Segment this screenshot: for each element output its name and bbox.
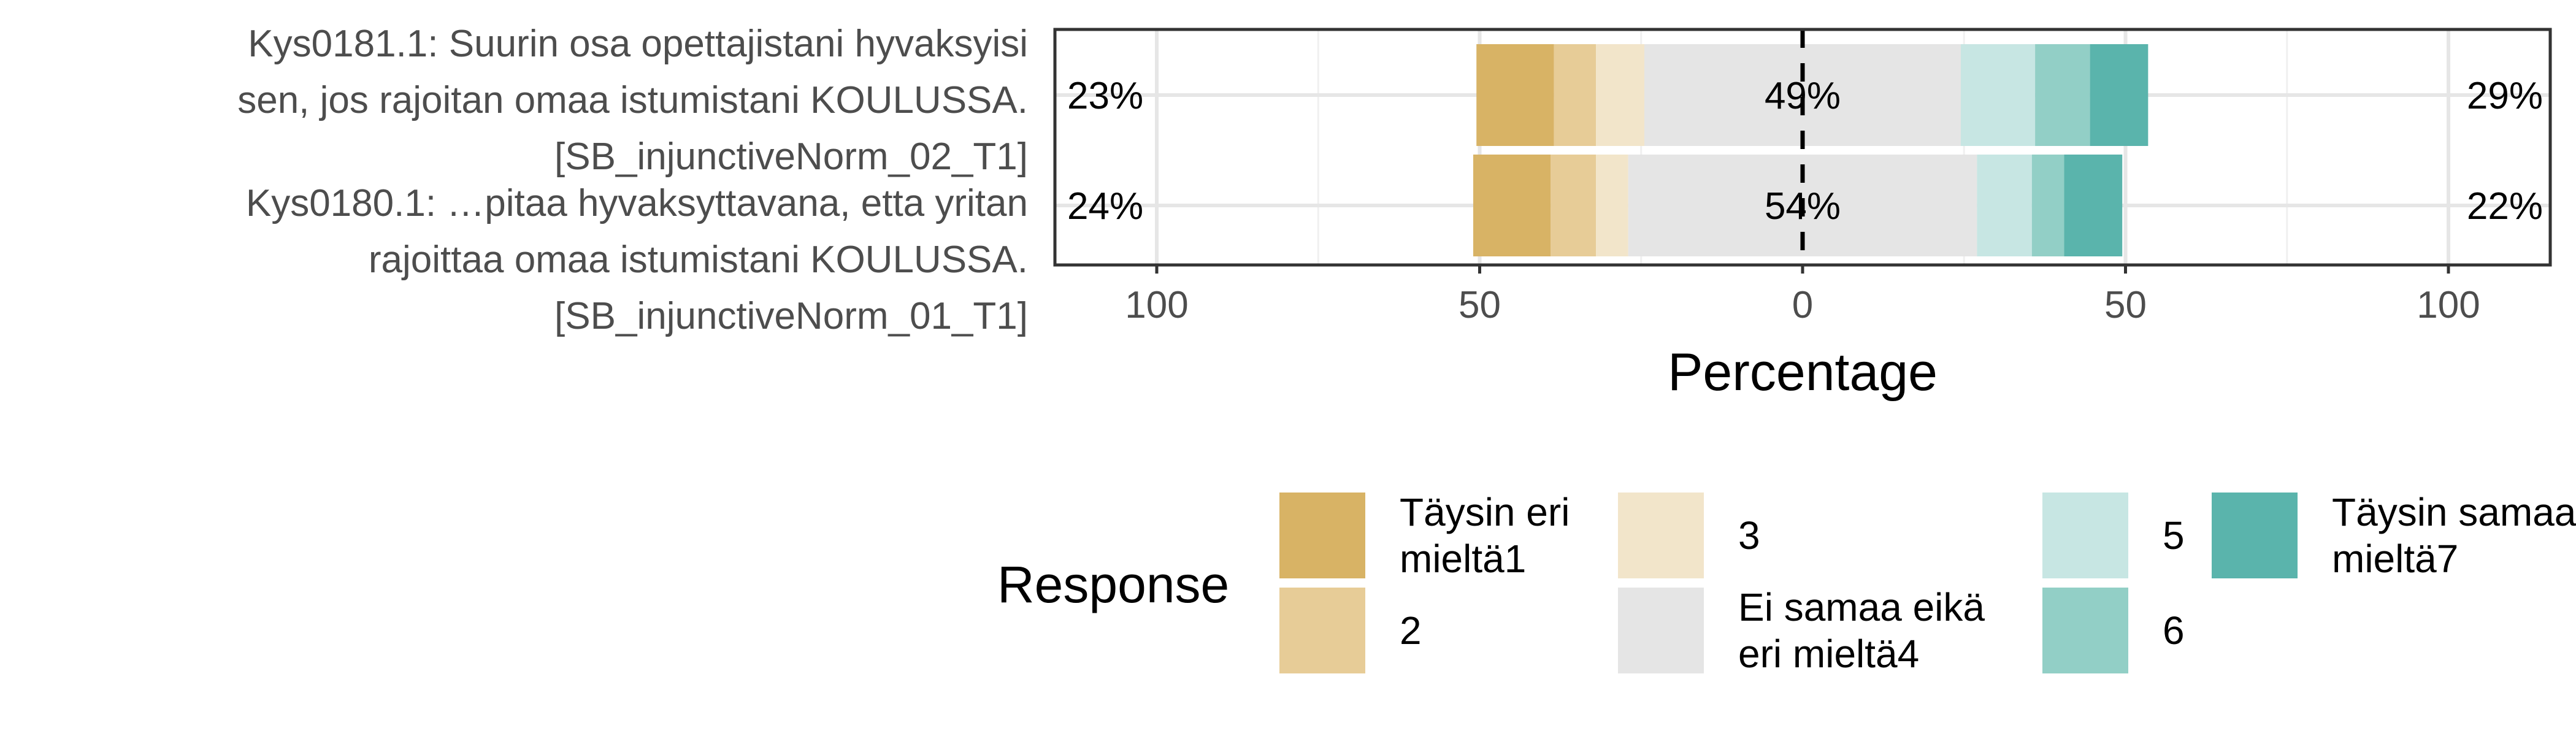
legend-label: Täysin eri mieltä1 (1400, 490, 1570, 581)
category-label: Kys0180.1: …pitaa hyvaksyttavana, etta y… (246, 182, 1028, 337)
bar-segment (2064, 155, 2123, 256)
legend-label: Täysin samaa mieltä7 (2332, 490, 2576, 581)
bar-segment (2090, 44, 2149, 146)
right-percent-label: 22% (2467, 185, 2543, 228)
legend: Response Täysin eri mieltä1 2 3 Ei samaa eikä… (997, 490, 2576, 676)
category-labels: Kys0181.1: Suurin osa opettajistani hyva… (237, 23, 1028, 337)
legend-key (1279, 588, 1365, 673)
legend-key (2042, 493, 2128, 578)
bar-segment (1551, 155, 1597, 256)
legend-key (2212, 493, 2298, 578)
bar-segment (2035, 44, 2090, 146)
x-tick-label: 50 (2104, 284, 2147, 326)
x-tick-label: 50 (1459, 284, 1501, 326)
legend-title: Response (997, 556, 1229, 613)
legend-key (1279, 493, 1365, 578)
bar-segment (1476, 44, 1554, 146)
bar-segment (2031, 155, 2064, 256)
legend-key (1618, 588, 1704, 673)
left-percent-label: 24% (1067, 185, 1143, 228)
x-tick-label: 0 (1792, 284, 1813, 326)
x-tick-label: 100 (1125, 284, 1188, 326)
bar-segment (1473, 155, 1551, 256)
bar-segment (1554, 44, 1597, 146)
x-axis-title: Percentage (1668, 343, 1938, 402)
x-axis: 100 50 0 50 100 (1125, 265, 2480, 326)
legend-label: 5 (2163, 513, 2185, 558)
bar-segment (1960, 44, 2036, 146)
bar-segment (1977, 155, 2032, 256)
legend-label: Ei samaa eikä eri mieltä4 (1738, 585, 1985, 676)
right-percent-label: 29% (2467, 75, 2543, 117)
x-tick-label: 100 (2417, 284, 2480, 326)
legend-key (1618, 493, 1704, 578)
bar-segment (1596, 155, 1628, 256)
bar-segment (1644, 44, 1961, 146)
bar-segment (1596, 44, 1645, 146)
bar-labels: 23% 49% 29%24% 54% 22% (1067, 75, 2543, 228)
left-percent-label: 23% (1067, 75, 1143, 117)
legend-label: 6 (2163, 608, 2185, 653)
category-label: Kys0181.1: Suurin osa opettajistani hyva… (237, 23, 1028, 178)
legend-label: 2 (1400, 608, 1422, 653)
legend-key (2042, 588, 2128, 673)
legend-label: 3 (1738, 513, 1760, 558)
